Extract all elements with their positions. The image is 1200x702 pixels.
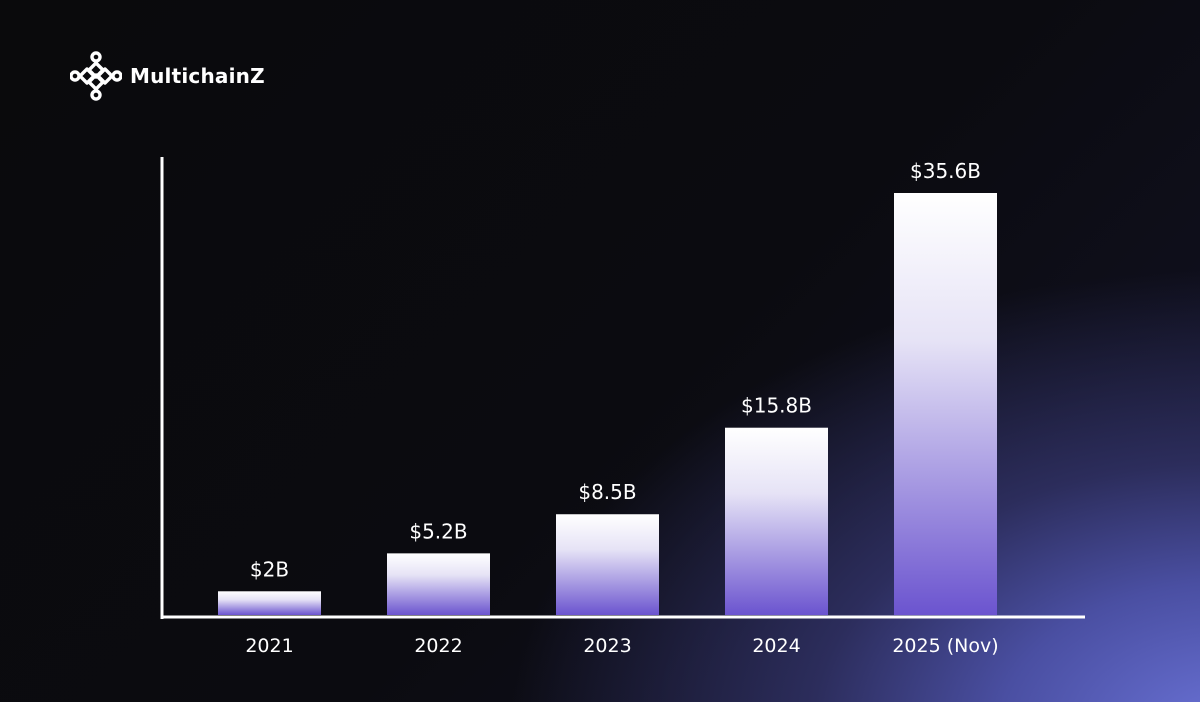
multichainz-logo-icon [70, 51, 122, 101]
bar-value-label-4: $15.8B [741, 394, 812, 418]
x-tick-labels-layer: 2021 2022 2023 2024 2025 (Nov) [245, 635, 998, 657]
x-tick-label-5: 2025 (Nov) [892, 635, 998, 657]
x-tick-label-1: 2021 [245, 635, 293, 657]
bar-value-label-2: $5.2B [409, 519, 467, 543]
brand-name: MultichainZ [130, 64, 265, 88]
bar-1 [218, 591, 321, 615]
bar-5 [894, 193, 997, 615]
brand: MultichainZ [70, 50, 265, 102]
bar-3 [556, 514, 659, 615]
x-tick-label-4: 2024 [752, 635, 800, 657]
bar-value-label-5: $35.6B [910, 159, 981, 183]
bar-2 [387, 553, 490, 615]
bar-4 [725, 427, 828, 615]
value-labels-layer: $2B $5.2B $8.5B $15.8B $35.6B [250, 159, 981, 581]
bar-value-label-3: $8.5B [578, 480, 636, 504]
x-tick-label-3: 2023 [583, 635, 631, 657]
bars-layer [218, 193, 997, 615]
x-tick-label-2: 2022 [414, 635, 462, 657]
bar-value-label-1: $2B [250, 557, 289, 581]
